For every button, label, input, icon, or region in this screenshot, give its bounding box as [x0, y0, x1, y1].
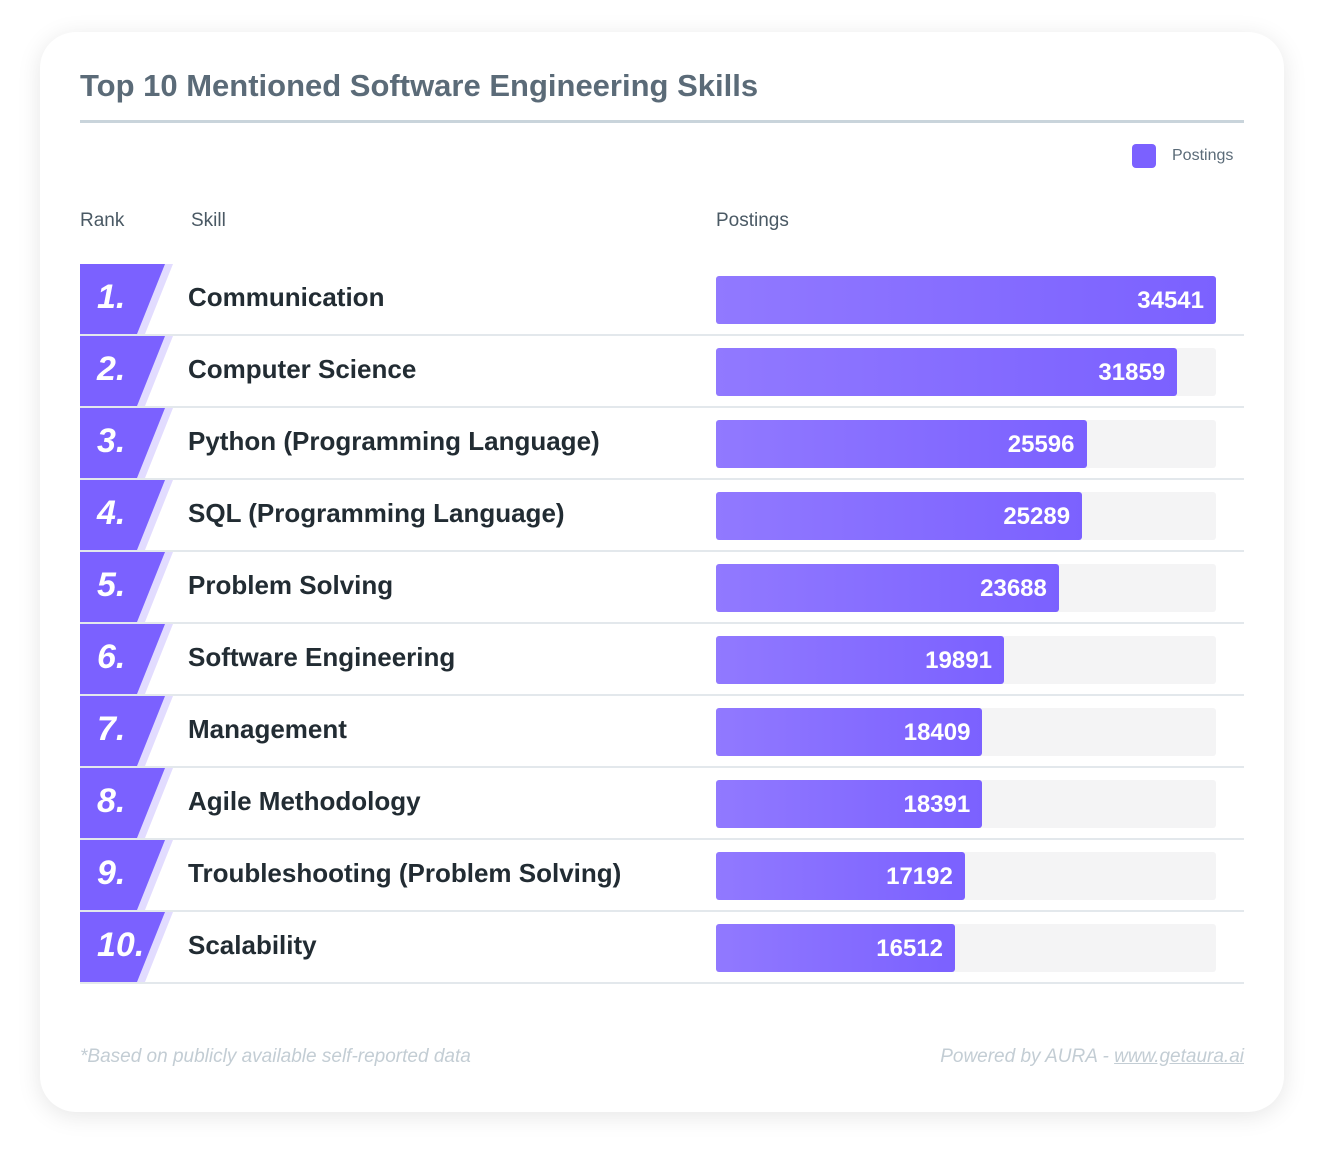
bar-value: 25596: [1007, 431, 1075, 458]
rank-shape: [80, 696, 173, 766]
bar-track: 18409: [716, 708, 1216, 756]
skill-label: Python (Programming Language): [188, 426, 600, 456]
rank-shape: [80, 264, 173, 334]
table-row: 6. Software Engineering 19891: [80, 624, 1244, 696]
bar-value: 31859: [1098, 359, 1166, 386]
rank-number: 1.: [97, 278, 126, 316]
bar-track: 25289: [716, 492, 1216, 540]
bar: 25596: [716, 420, 1087, 468]
skill-label: Software Engineering: [188, 642, 456, 672]
rank-badge: 6.: [80, 624, 175, 694]
rank-number: 10.: [97, 926, 145, 964]
rank-number: 7.: [97, 710, 126, 748]
rank-badge: 1.: [80, 264, 175, 334]
bar-value: 34541: [1137, 287, 1204, 314]
rank-badge: 10.: [80, 912, 175, 982]
rank-badge: 7.: [80, 696, 175, 766]
rank-shape: [80, 408, 173, 478]
bar-track: 17192: [716, 852, 1216, 900]
skill-label: Problem Solving: [188, 570, 394, 600]
bar: 18391: [716, 780, 983, 828]
table-row: 9. Troubleshooting (Problem Solving) 171…: [80, 840, 1244, 912]
skill-label: Management: [188, 714, 347, 744]
legend-swatch: [1132, 144, 1156, 168]
bar-track: 34541: [716, 276, 1216, 324]
rank-shape: [80, 552, 173, 622]
header-rank: Rank: [80, 210, 125, 231]
table-row: 5. Problem Solving 23688: [80, 552, 1244, 624]
bar-track: 18391: [716, 780, 1216, 828]
skill-label: Scalability: [188, 930, 317, 960]
powered-text: Powered by AURA -: [940, 1046, 1115, 1067]
bar-track: 19891: [716, 636, 1216, 684]
rank-number: 3.: [97, 422, 126, 460]
rank-number: 4.: [97, 494, 126, 532]
table-row: 3. Python (Programming Language) 25596: [80, 408, 1244, 480]
rank-badge: 2.: [80, 336, 175, 406]
bar: 31859: [716, 348, 1178, 396]
title-divider: [80, 120, 1244, 123]
rank-shape: [80, 912, 173, 982]
rank-badge: 3.: [80, 408, 175, 478]
rank-badge: 5.: [80, 552, 175, 622]
bar-value: 18409: [903, 719, 971, 746]
bar: 17192: [716, 852, 965, 900]
rank-shape: [80, 480, 173, 550]
header-postings: Postings: [716, 210, 789, 231]
rank-badge: 4.: [80, 480, 175, 550]
rank-number: 6.: [97, 638, 126, 676]
header-skill: Skill: [191, 210, 226, 231]
powered-by: Powered by AURA - www.getaura.ai: [940, 1046, 1244, 1068]
bar-track: 25596: [716, 420, 1216, 468]
bar: 18409: [716, 708, 983, 756]
bar: 23688: [716, 564, 1059, 612]
bar-value: 25289: [1003, 503, 1071, 530]
legend-label: Postings: [1172, 147, 1234, 164]
rank-number: 5.: [97, 566, 126, 604]
rank-shape: [80, 840, 173, 910]
bar: 34541: [716, 276, 1216, 324]
bar: 19891: [716, 636, 1004, 684]
rank-number: 8.: [97, 782, 126, 820]
bar-track: 23688: [716, 564, 1216, 612]
bar-value: 18391: [903, 791, 971, 818]
table-row: 7. Management 18409: [80, 696, 1244, 768]
bar-track: 16512: [716, 924, 1216, 972]
rank-shape: [80, 768, 173, 838]
skill-label: Agile Methodology: [188, 786, 421, 816]
rank-badge: 9.: [80, 840, 175, 910]
bar: 25289: [716, 492, 1083, 540]
rank-shape: [80, 624, 173, 694]
table-row: 10. Scalability 16512: [80, 912, 1244, 984]
bar-track: 31859: [716, 348, 1216, 396]
skill-label: Troubleshooting (Problem Solving): [188, 858, 622, 888]
footnote: *Based on publicly available self-report…: [80, 1046, 471, 1067]
rank-number: 9.: [97, 854, 126, 892]
bar-value: 19891: [925, 647, 992, 674]
table-row: 8. Agile Methodology 18391: [80, 768, 1244, 840]
table-row: 1. Communication 34541: [80, 264, 1244, 336]
aura-link[interactable]: www.getaura.ai: [1114, 1046, 1244, 1067]
bar-value: 16512: [876, 935, 944, 962]
table-row: 4. SQL (Programming Language) 25289: [80, 480, 1244, 552]
rank-number: 2.: [97, 350, 126, 388]
table-row: 2. Computer Science 31859: [80, 336, 1244, 408]
bar: 16512: [716, 924, 956, 972]
bar-value: 17192: [886, 863, 953, 890]
legend: Postings: [1132, 144, 1233, 168]
skill-label: Communication: [188, 282, 385, 312]
rank-badge: 8.: [80, 768, 175, 838]
skill-label: Computer Science: [188, 354, 417, 384]
bar-value: 23688: [980, 575, 1047, 602]
skill-label: SQL (Programming Language): [188, 498, 565, 528]
rank-shape: [80, 336, 173, 406]
chart-title: Top 10 Mentioned Software Engineering Sk…: [80, 68, 759, 103]
